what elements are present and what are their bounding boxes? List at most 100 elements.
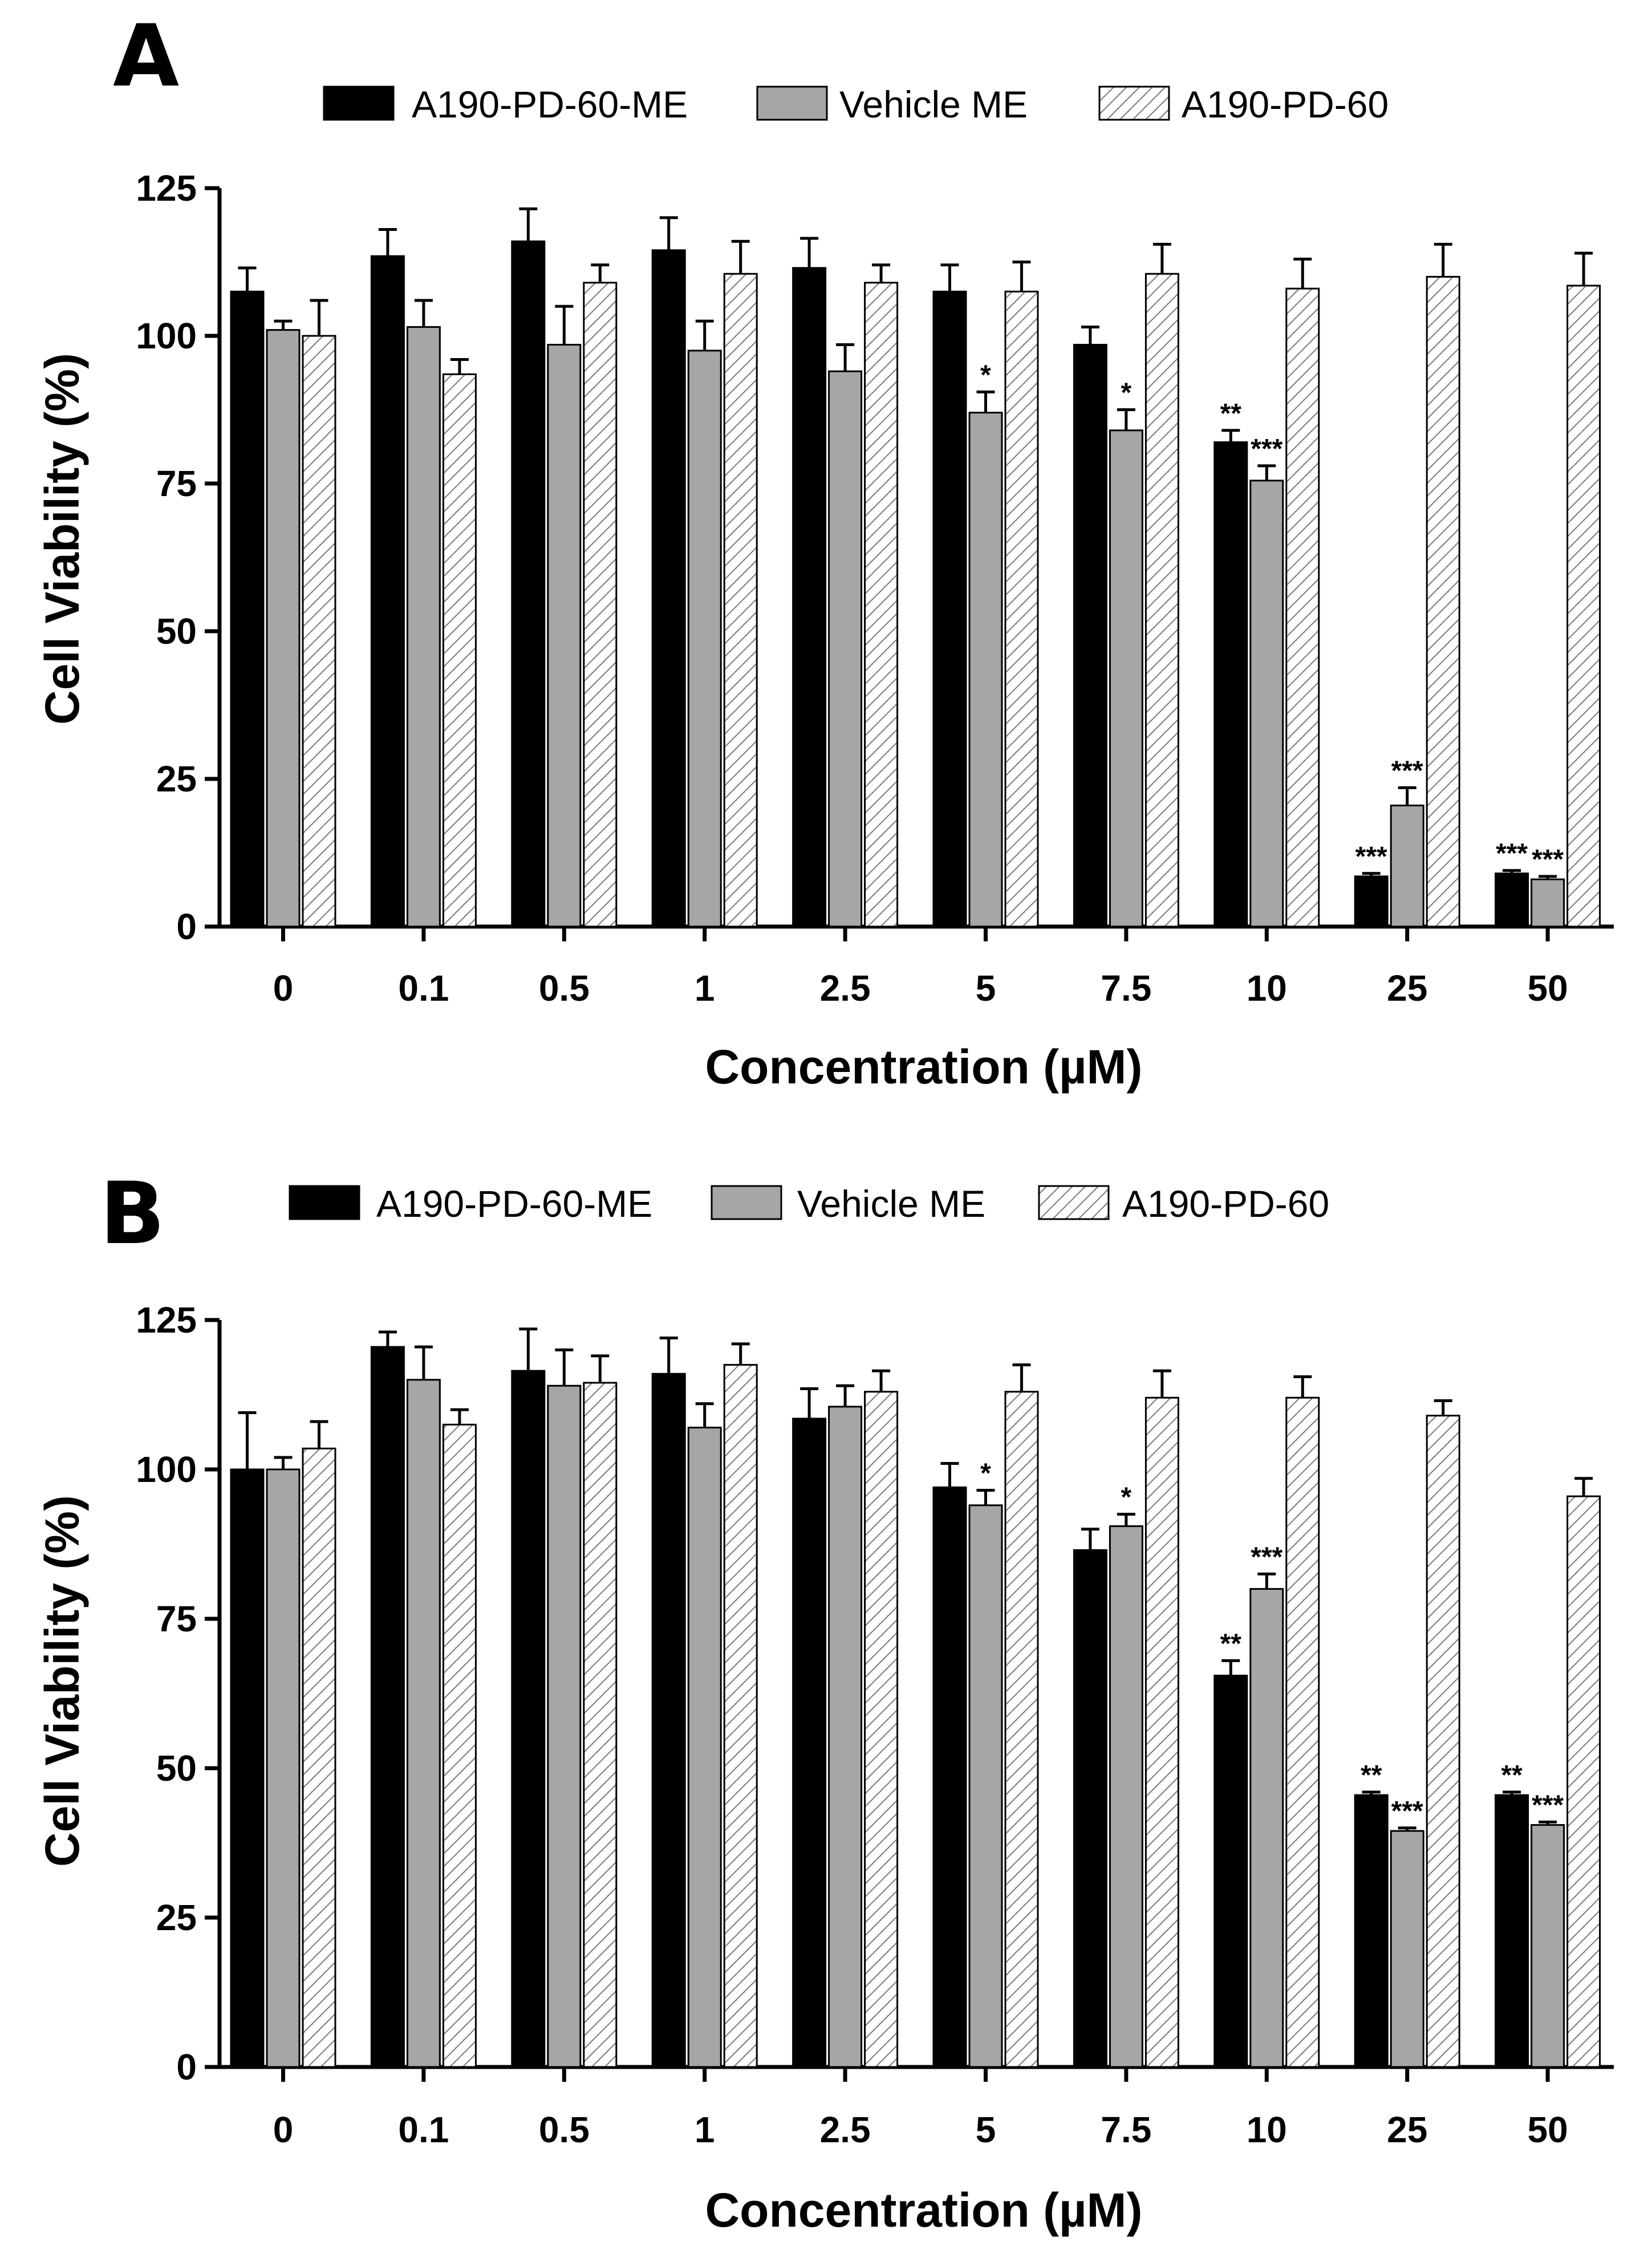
legend-swatch-vehicle-me <box>711 1185 782 1220</box>
significance-label: * <box>1121 378 1132 408</box>
bar <box>968 412 1003 928</box>
legend-swatch-a190-pd-60-me <box>323 86 395 121</box>
bar <box>266 329 301 928</box>
bar <box>1531 1824 1565 2068</box>
bar <box>932 290 967 928</box>
panel-a: A A190-PD-60-ME Vehicle ME A190-PD-60 Ce… <box>35 7 1614 1094</box>
x-tick-label: 25 <box>1387 968 1427 1009</box>
x-axis-title-a: Concentration (µM) <box>705 1040 1143 1094</box>
bar <box>1531 878 1565 928</box>
y-tick-label: 50 <box>156 1748 197 1789</box>
significance-label: *** <box>1532 844 1564 875</box>
x-tick-label: 50 <box>1528 968 1568 1009</box>
significance-label: ** <box>1220 1628 1242 1659</box>
bar <box>1285 1396 1320 2068</box>
legend-panel-a: A190-PD-60-ME Vehicle ME A190-PD-60 <box>323 83 1389 125</box>
y-axis-title-b: Cell Viability (%) <box>35 1495 89 1867</box>
bar <box>511 1370 546 2068</box>
significance-label: ** <box>1361 1760 1382 1790</box>
y-tick-label: 0 <box>176 2046 197 2088</box>
x-tick-label: 0 <box>273 2109 294 2150</box>
bar <box>370 1346 405 2068</box>
bar <box>1073 1549 1107 2068</box>
significance-label: * <box>1121 1483 1132 1513</box>
x-tick-label: 1 <box>695 968 715 1009</box>
bar <box>302 1447 336 2068</box>
y-tick-label: 0 <box>176 906 197 947</box>
bar <box>230 1468 265 2068</box>
y-tick-label: 125 <box>136 1299 197 1341</box>
x-tick-label: 7.5 <box>1101 2109 1151 2150</box>
legend-label-vehicle-me: Vehicle ME <box>797 1183 985 1225</box>
y-tick-label: 100 <box>136 1449 197 1490</box>
bar <box>1073 344 1107 928</box>
y-tick-label: 75 <box>156 463 197 504</box>
bar <box>1354 875 1389 928</box>
x-tick-label: 5 <box>976 968 996 1009</box>
significance-label: *** <box>1391 1796 1423 1826</box>
legend-label-a190-pd-60-me: A190-PD-60-ME <box>412 83 688 125</box>
bar <box>1566 285 1601 928</box>
x-tick-label: 0.5 <box>539 968 590 1009</box>
bar <box>1566 1495 1601 2068</box>
bar <box>406 326 441 928</box>
significance-label: *** <box>1391 756 1423 786</box>
legend-label-vehicle-me: Vehicle ME <box>839 83 1028 125</box>
x-tick-label: 1 <box>695 2109 715 2150</box>
x-tick-label: 10 <box>1247 968 1287 1009</box>
y-tick-label: 25 <box>156 1897 197 1938</box>
panel-a-letter: A <box>113 7 179 106</box>
bar <box>302 335 336 928</box>
bar <box>1213 441 1248 928</box>
bar <box>583 1382 618 2068</box>
bar <box>1495 1794 1529 2068</box>
bar <box>723 1364 758 2068</box>
bar <box>828 370 863 928</box>
bar <box>792 1418 827 2068</box>
legend-label-a190-pd-60: A190-PD-60 <box>1122 1183 1329 1225</box>
bar <box>792 267 827 928</box>
x-tick-label: 25 <box>1387 2109 1427 2150</box>
significance-label: * <box>980 360 991 390</box>
x-tick-label: 0.1 <box>398 2109 449 2150</box>
bar <box>864 282 899 928</box>
bar <box>547 344 582 928</box>
y-tick-label: 25 <box>156 758 197 799</box>
legend-panel-b: A190-PD-60-ME Vehicle ME A190-PD-60 <box>289 1183 1329 1225</box>
y-axis-title-a: Cell Viability (%) <box>35 353 89 725</box>
x-tick-label: 2.5 <box>820 2109 871 2150</box>
bar <box>1109 1525 1143 2068</box>
bar <box>442 1423 477 2068</box>
bar <box>547 1384 582 2068</box>
y-tick-label: 75 <box>156 1598 197 1639</box>
significance-label: *** <box>1532 1790 1564 1820</box>
bar <box>723 273 758 928</box>
bar <box>828 1406 863 2068</box>
bar <box>651 1372 686 2068</box>
bar <box>1354 1794 1389 2068</box>
bar <box>687 1427 722 2068</box>
significance-label: *** <box>1355 842 1387 872</box>
significance-label: *** <box>1496 839 1528 869</box>
bar <box>406 1379 441 2068</box>
x-tick-label: 2.5 <box>820 968 871 1009</box>
significance-label: ** <box>1501 1760 1523 1790</box>
x-axis-title-b: Concentration (µM) <box>705 2183 1143 2237</box>
legend-label-a190-pd-60-me: A190-PD-60-ME <box>376 1183 652 1225</box>
bar <box>230 290 265 928</box>
bar <box>1144 273 1179 928</box>
bar <box>1004 290 1039 928</box>
bar <box>266 1468 301 2068</box>
bar <box>968 1504 1003 2068</box>
bar <box>370 255 405 928</box>
bar <box>1249 1588 1284 2068</box>
bar <box>583 282 618 928</box>
bar <box>1144 1396 1179 2068</box>
y-tick-label: 100 <box>136 315 197 356</box>
panel-b: B A190-PD-60-ME Vehicle ME A190-PD-60 Ce… <box>35 1164 1614 2237</box>
bar <box>1285 287 1320 928</box>
x-tick-label: 7.5 <box>1101 968 1151 1009</box>
bar <box>1004 1391 1039 2068</box>
